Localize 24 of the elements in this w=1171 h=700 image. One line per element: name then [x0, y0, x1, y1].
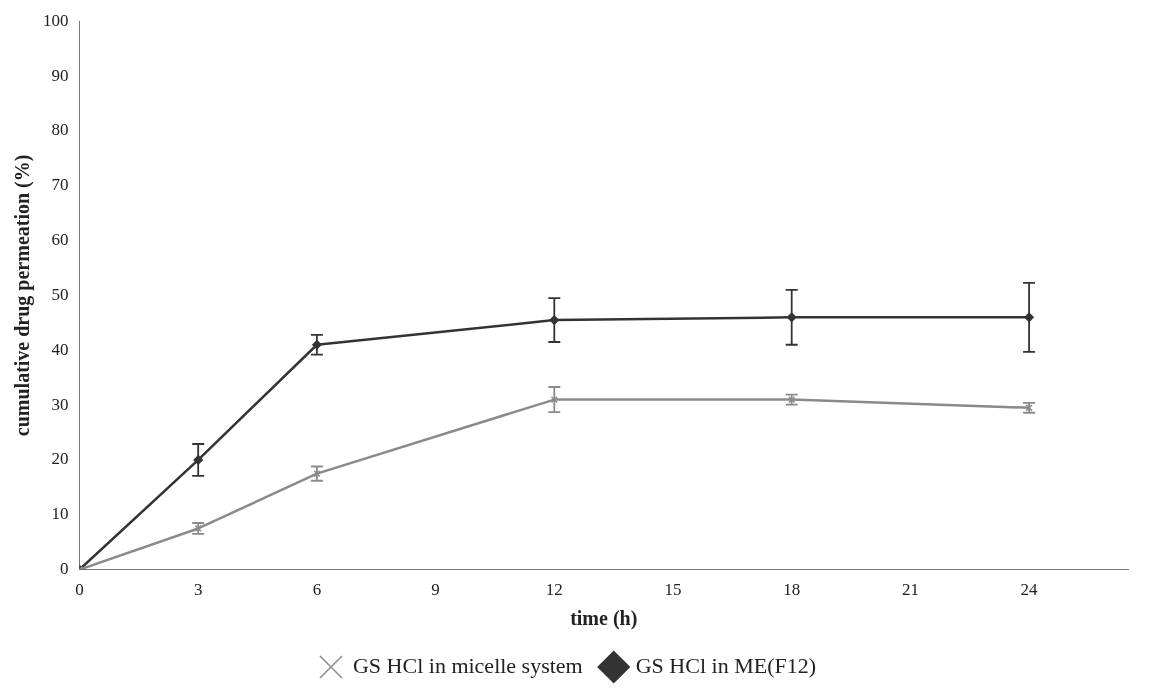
x-tick-label: 15	[664, 580, 682, 600]
x-tick-label: 12	[545, 580, 563, 600]
x-tick-label: 18	[783, 580, 801, 600]
y-tick-label: 10	[51, 504, 69, 524]
x-tick-label: 24	[1020, 580, 1039, 600]
legend-label: GS HCl in micelle system	[352, 652, 583, 678]
y-tick-label: 90	[51, 65, 69, 85]
y-tick-label: 40	[51, 339, 69, 359]
x-tick-label: 6	[312, 580, 322, 600]
y-tick-label: 30	[51, 394, 69, 414]
x-axis-title: time (h)	[570, 607, 638, 631]
y-tick-label: 20	[51, 449, 69, 469]
legend-label: GS HCl in ME(F12)	[635, 652, 817, 678]
y-tick-label: 50	[51, 284, 69, 304]
y-tick-label: 100	[43, 10, 69, 30]
y-tick-label: 60	[51, 230, 69, 250]
y-tick-label: 0	[60, 559, 69, 579]
y-tick-label: 80	[51, 120, 69, 140]
y-tick-label: 70	[51, 175, 69, 195]
x-tick-label: 9	[431, 580, 440, 600]
x-tick-label: 21	[901, 580, 919, 600]
x-tick-label: 3	[193, 580, 203, 600]
x-tick-label: 0	[75, 580, 84, 600]
y-axis-title: cumulative drug permeation (%)	[11, 154, 35, 437]
